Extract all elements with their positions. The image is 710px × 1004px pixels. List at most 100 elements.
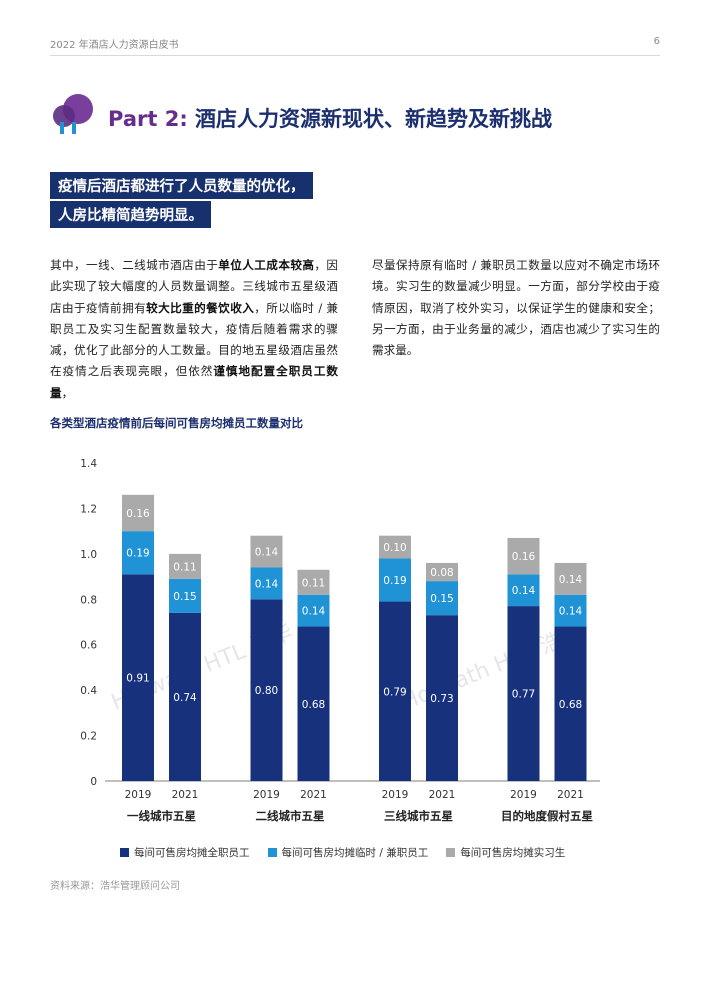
chart-title: 各类型酒店疫情前后每间可售房均摊员工数量对比 (50, 416, 303, 430)
source-note: 资料来源：浩华管理顾问公司 (50, 881, 180, 892)
body-emphasis: 单位人工成本较高 (218, 258, 315, 272)
bar-segment (426, 615, 458, 781)
data-label: 0.73 (430, 693, 453, 705)
data-label: 0.14 (302, 606, 326, 618)
y-tick-label: 0 (90, 776, 97, 788)
data-label: 0.80 (255, 685, 278, 697)
bar-segment (554, 594, 587, 627)
legend-item: 每间可售房均摊临时 / 兼职员工 (267, 845, 429, 860)
data-label: 0.14 (255, 547, 279, 559)
data-label: 0.74 (173, 692, 197, 704)
x-year-label: 2019 (125, 789, 152, 801)
data-label: 0.16 (512, 551, 536, 563)
bar-segment (507, 537, 540, 575)
bar-segment (554, 562, 587, 595)
data-label: 0.91 (126, 673, 149, 685)
bar-segment (379, 558, 411, 602)
bar-segment (250, 599, 283, 781)
y-tick-label: 1.2 (80, 503, 97, 515)
header-divider (50, 55, 660, 56)
data-label: 0.14 (559, 574, 583, 586)
legend-swatch (120, 848, 129, 857)
x-category-label: 二线城市五星 (256, 809, 325, 823)
part-label: Part 2: (108, 107, 188, 131)
body-text-right: 尽量保持原有临时 / 兼职员工数量以应对不确定市场环境。实习生的数量减少明显。一… (372, 258, 660, 358)
part-title: 酒店人力资源新现状、新趋势及新挑战 (187, 107, 553, 131)
data-label: 0.10 (383, 542, 406, 554)
page-number: 6 (653, 36, 660, 47)
data-label: 0.68 (302, 699, 325, 711)
body-text-segment: ，因此实现了较大幅度的人员数量调整。三线城市五星级酒店由于疫情前拥有 (50, 258, 338, 315)
legend-swatch (267, 848, 277, 857)
data-label: 0.11 (173, 561, 196, 573)
body-text-left: 其中，一线、二线城市酒店由于单位人工成本较高，因此实现了较大幅度的人员数量调整。… (50, 255, 338, 404)
body-text-segment: ， (61, 385, 74, 400)
y-tick-label: 1.4 (80, 458, 97, 470)
data-label: 0.08 (430, 567, 453, 579)
bar-segment (250, 567, 283, 600)
bar-segment (122, 531, 154, 575)
bar-segment (297, 626, 330, 781)
x-category-label: 目的地度假村五星 (501, 809, 593, 823)
x-year-label: 2021 (300, 789, 327, 801)
bar-segment (169, 578, 201, 613)
data-label: 0.15 (173, 591, 196, 603)
bar-segment (426, 581, 458, 616)
data-label: 0.16 (126, 508, 150, 520)
data-label: 0.19 (383, 575, 406, 587)
y-tick-label: 0.2 (80, 731, 97, 743)
bar-segment (250, 535, 283, 568)
bar-segment (554, 626, 587, 781)
body-text-segment: ，所以临时 / 兼职员工及实习生配置数量较大，疫情后随着需求的骤减，优化了此部分… (50, 300, 338, 379)
legend-label: 每间可售房均摊实习生 (460, 847, 566, 859)
stacked-bar-chart: Horwath HTL 浩华 Horwath HTL 浩华00.20.40.60.… (80, 458, 600, 823)
x-year-label: 2019 (510, 789, 537, 801)
x-category-label: 一线城市五星 (127, 809, 196, 823)
bar-segment (297, 594, 330, 627)
body-emphasis: 较大比重的餐饮收入 (146, 300, 255, 315)
running-header: 2022 年酒店人力资源白皮书 6 (50, 36, 660, 51)
x-year-label: 2021 (172, 789, 199, 801)
body-text-segment: 其中，一线、二线城市酒店由于 (50, 258, 219, 272)
data-label: 0.14 (512, 585, 536, 597)
highlight-line-1: 疫情后酒店都进行了人员数量的优化， (50, 172, 313, 199)
legend-label: 每间可售房均摊全职员工 (134, 847, 250, 859)
section-heading: Part 2: 酒店人力资源新现状、新趋势及新挑战 (108, 103, 552, 133)
data-label: 0.14 (559, 606, 583, 618)
y-tick-label: 0.6 (80, 640, 97, 652)
legend-item: 每间可售房均摊全职员工 (120, 845, 250, 860)
y-tick-label: 0.4 (80, 685, 97, 697)
x-year-label: 2021 (429, 789, 456, 801)
bar-segment (426, 562, 458, 582)
x-category-label: 三线城市五星 (384, 809, 453, 823)
bar-segment (297, 569, 330, 595)
y-tick-label: 0.8 (80, 594, 97, 606)
data-label: 0.19 (126, 548, 149, 560)
data-label: 0.79 (383, 686, 406, 698)
document-title: 2022 年酒店人力资源白皮书 (50, 40, 179, 51)
bar-segment (122, 574, 154, 781)
legend-label: 每间可售房均摊临时 / 兼职员工 (281, 847, 429, 859)
section-logo-icon (53, 94, 93, 134)
bar-segment (169, 553, 201, 579)
x-year-label: 2021 (557, 789, 584, 801)
data-label: 0.77 (512, 689, 535, 701)
data-label: 0.14 (255, 578, 279, 590)
body-emphasis: 谨慎地配置全职员工数量 (50, 364, 338, 400)
data-label: 0.68 (559, 699, 582, 711)
x-year-label: 2019 (253, 789, 280, 801)
bar-segment (169, 612, 201, 781)
bar-segment (507, 574, 540, 607)
y-tick-label: 1.0 (80, 549, 97, 561)
data-label: 0.11 (302, 577, 325, 589)
legend-swatch (446, 848, 456, 857)
bar-segment (379, 601, 411, 781)
highlight-line-2: 人房比精简趋势明显。 (50, 201, 211, 228)
data-label: 0.15 (430, 593, 453, 605)
legend-item: 每间可售房均摊实习生 (446, 845, 565, 860)
chart-legend: 每间可售房均摊全职员工 每间可售房均摊临时 / 兼职员工 每间可售房均摊实习生 (120, 845, 583, 860)
x-year-label: 2019 (382, 789, 409, 801)
bar-segment (122, 494, 154, 532)
bar-segment (379, 535, 411, 559)
bar-segment (507, 606, 540, 781)
